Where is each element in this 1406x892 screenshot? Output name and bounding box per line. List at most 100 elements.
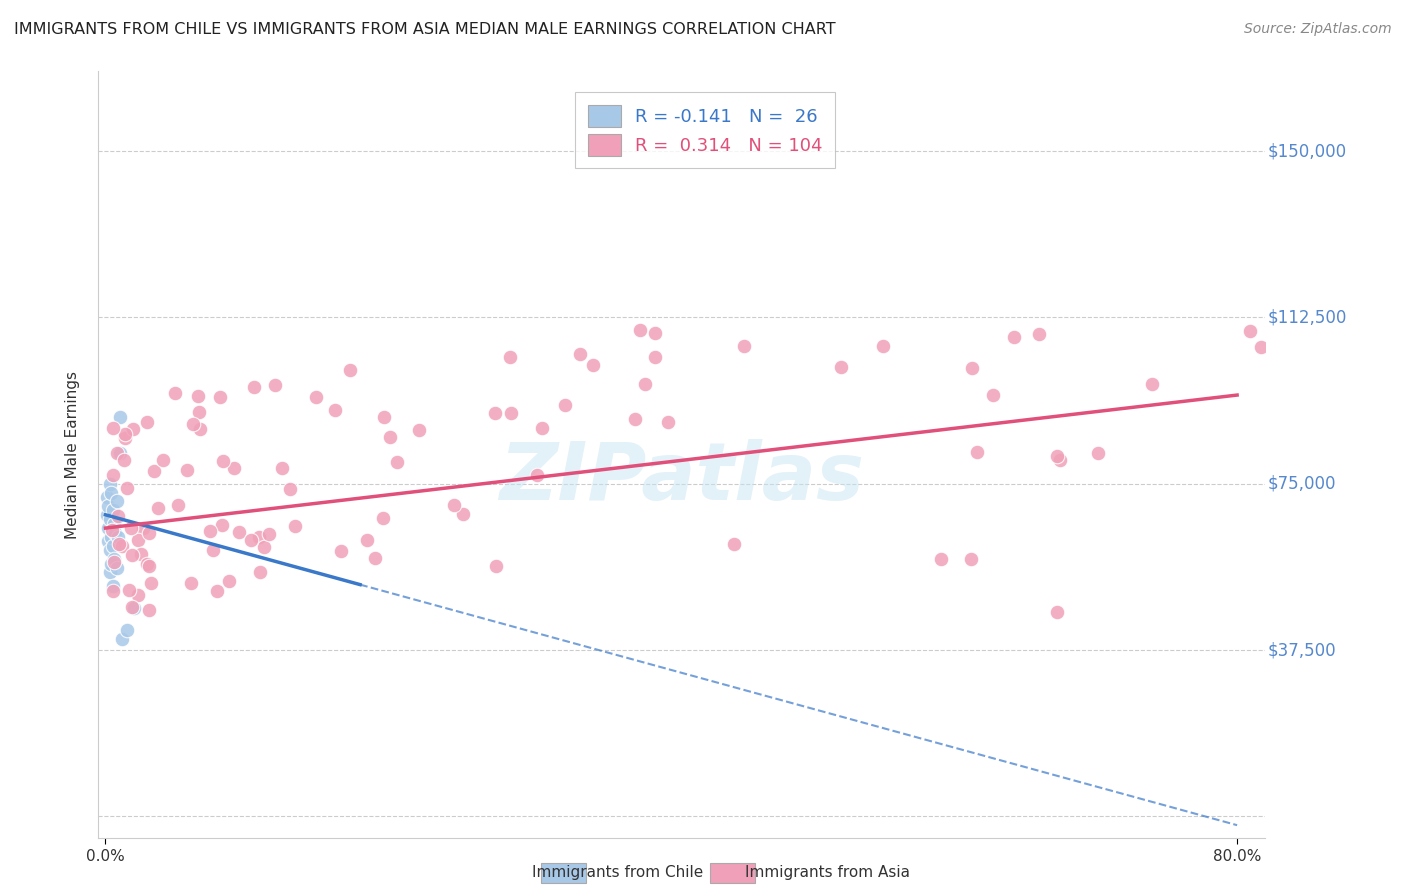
Text: Immigrants from Chile: Immigrants from Chile bbox=[531, 865, 703, 880]
Text: Immigrants from Asia: Immigrants from Asia bbox=[745, 865, 910, 880]
Point bbox=[249, 566, 271, 580]
Point bbox=[138, 558, 160, 573]
Point bbox=[139, 576, 162, 591]
Point bbox=[103, 421, 125, 435]
Point bbox=[247, 530, 270, 544]
Point bbox=[872, 338, 894, 352]
Point bbox=[339, 363, 361, 377]
Point bbox=[634, 377, 657, 392]
Point bbox=[183, 417, 205, 431]
Point bbox=[97, 534, 120, 549]
Point bbox=[931, 552, 953, 566]
Point bbox=[623, 412, 645, 426]
Point bbox=[121, 548, 143, 562]
Point bbox=[101, 503, 124, 517]
Point bbox=[211, 518, 233, 533]
Point bbox=[1046, 606, 1069, 620]
Text: IMMIGRANTS FROM CHILE VS IMMIGRANTS FROM ASIA MEDIAN MALE EARNINGS CORRELATION C: IMMIGRANTS FROM CHILE VS IMMIGRANTS FROM… bbox=[14, 22, 835, 37]
Point bbox=[115, 623, 138, 637]
Point bbox=[1049, 453, 1071, 467]
Point bbox=[243, 379, 266, 393]
Point bbox=[142, 464, 165, 478]
Point bbox=[136, 415, 159, 429]
Point bbox=[108, 446, 131, 460]
Text: Source: ZipAtlas.com: Source: ZipAtlas.com bbox=[1244, 22, 1392, 37]
Point bbox=[1087, 445, 1109, 459]
Point bbox=[101, 579, 124, 593]
Point bbox=[187, 389, 209, 403]
Point bbox=[209, 390, 232, 404]
Point bbox=[115, 481, 138, 495]
Point bbox=[180, 575, 202, 590]
Point bbox=[96, 508, 118, 522]
Point bbox=[132, 521, 155, 535]
Point bbox=[97, 499, 120, 513]
Point bbox=[101, 583, 124, 598]
Point bbox=[284, 518, 307, 533]
Point bbox=[120, 521, 142, 535]
Point bbox=[385, 455, 408, 469]
Point bbox=[278, 482, 301, 496]
Point bbox=[114, 431, 136, 445]
Point bbox=[98, 543, 121, 558]
Point bbox=[644, 350, 666, 364]
Point bbox=[305, 390, 328, 404]
Point bbox=[323, 403, 346, 417]
Point bbox=[581, 358, 603, 372]
Point bbox=[118, 582, 141, 597]
Point bbox=[98, 566, 121, 580]
Point bbox=[98, 512, 121, 526]
Text: $37,500: $37,500 bbox=[1268, 641, 1336, 659]
Point bbox=[100, 485, 122, 500]
Point bbox=[103, 555, 125, 569]
Point bbox=[485, 559, 508, 574]
Point bbox=[103, 552, 125, 566]
Point bbox=[1250, 340, 1272, 354]
Point bbox=[554, 398, 576, 412]
Point bbox=[105, 445, 128, 459]
Point bbox=[122, 422, 145, 436]
Point bbox=[114, 426, 136, 441]
Point bbox=[176, 463, 198, 477]
Point bbox=[981, 388, 1004, 402]
Point bbox=[443, 498, 465, 512]
Text: $75,000: $75,000 bbox=[1268, 475, 1336, 492]
Point bbox=[484, 406, 506, 420]
Point bbox=[830, 359, 852, 374]
Point bbox=[408, 423, 430, 437]
Point bbox=[526, 468, 548, 483]
Point bbox=[135, 558, 157, 572]
Point bbox=[499, 406, 522, 420]
Point bbox=[114, 453, 136, 467]
Text: ZIPatlas: ZIPatlas bbox=[499, 439, 865, 517]
Point bbox=[733, 338, 755, 352]
Point bbox=[330, 543, 353, 558]
Point bbox=[1140, 376, 1163, 391]
Point bbox=[104, 525, 127, 540]
Point bbox=[498, 351, 520, 365]
Point bbox=[364, 551, 387, 566]
Point bbox=[152, 452, 174, 467]
Point bbox=[212, 454, 235, 468]
Point bbox=[371, 510, 394, 524]
Point bbox=[1028, 326, 1050, 341]
Point bbox=[959, 552, 981, 566]
Point bbox=[202, 542, 225, 557]
Point bbox=[1002, 330, 1025, 344]
Point bbox=[218, 574, 240, 589]
Point bbox=[188, 404, 211, 418]
Point bbox=[373, 409, 395, 424]
Point bbox=[146, 500, 169, 515]
Point bbox=[101, 468, 124, 483]
Point bbox=[966, 445, 988, 459]
Point bbox=[259, 527, 281, 541]
Point bbox=[101, 523, 124, 537]
Y-axis label: Median Male Earnings: Median Male Earnings bbox=[65, 371, 80, 539]
Point bbox=[101, 539, 124, 553]
Point bbox=[205, 584, 228, 599]
Point bbox=[111, 632, 134, 646]
Point bbox=[100, 557, 122, 571]
Point bbox=[97, 521, 120, 535]
Point bbox=[167, 498, 190, 512]
Point bbox=[960, 360, 983, 375]
